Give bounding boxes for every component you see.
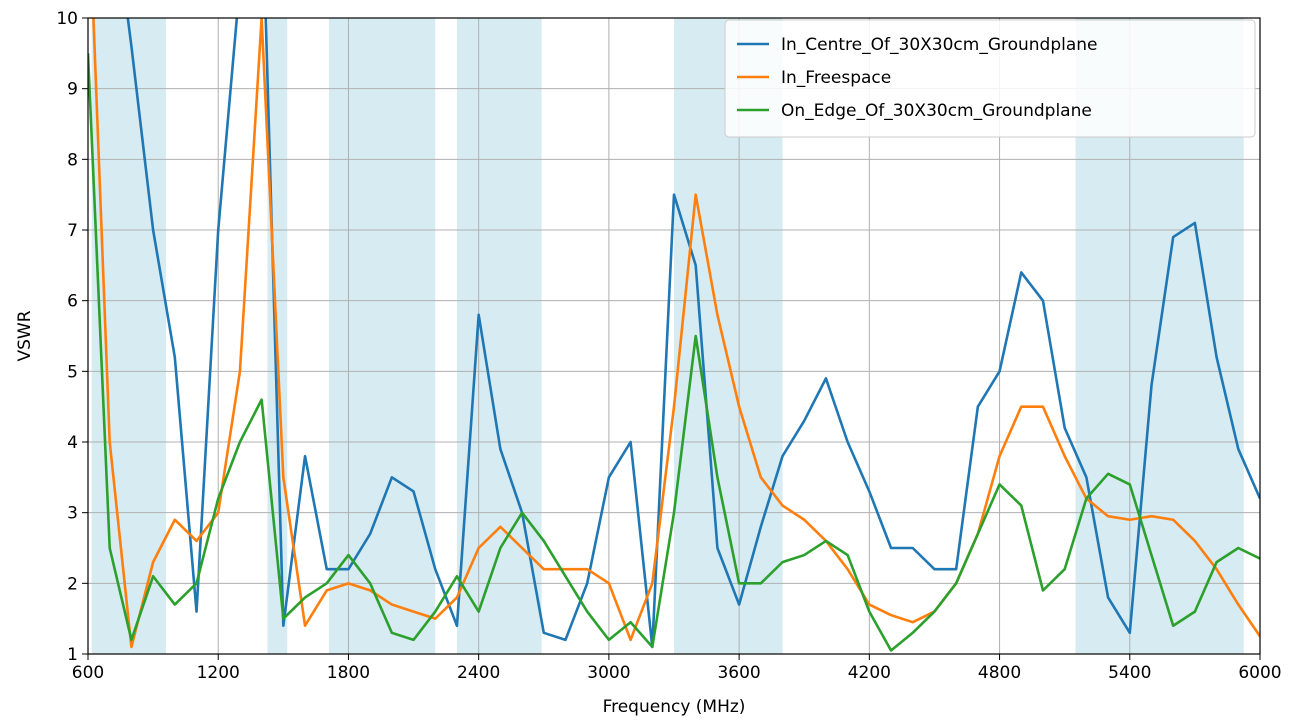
x-tick-label: 4800 <box>978 663 1021 683</box>
y-tick-label: 6 <box>67 292 78 312</box>
y-tick-label: 7 <box>67 221 78 241</box>
x-tick-label: 1200 <box>197 663 240 683</box>
series-line <box>92 18 1260 649</box>
x-tick-label: 4200 <box>848 663 891 683</box>
legend-label: In_Centre_Of_30X30cm_Groundplane <box>781 35 1098 55</box>
y-tick-label: 10 <box>56 9 78 29</box>
y-tick-label: 1 <box>67 645 78 665</box>
legend-label: In_Freespace <box>781 68 891 88</box>
x-tick-label: 5400 <box>1108 663 1151 683</box>
y-tick-label: 2 <box>67 574 78 594</box>
series-line <box>88 53 1260 652</box>
shaded-band <box>328 18 436 654</box>
shaded-band <box>456 18 542 654</box>
x-tick-label: 1800 <box>327 663 370 683</box>
y-tick-label: 4 <box>67 433 78 453</box>
x-tick-label: 600 <box>72 663 104 683</box>
y-tick-label: 5 <box>67 362 78 382</box>
shaded-band <box>91 18 167 654</box>
y-tick-label: 3 <box>67 504 78 524</box>
legend-box <box>724 19 1256 138</box>
lines <box>88 18 1260 652</box>
series-line <box>126 18 1260 649</box>
x-tick-label: 2400 <box>457 663 500 683</box>
y-tick-label: 8 <box>67 150 78 170</box>
legend-label: On_Edge_Of_30X30cm_Groundplane <box>781 101 1092 121</box>
plot-frame <box>87 17 1261 655</box>
x-axis-label: Frequency (MHz) <box>603 697 746 717</box>
x-tick-label: 3000 <box>587 663 630 683</box>
x-tick-label: 6000 <box>1238 663 1281 683</box>
legend: In_Centre_Of_30X30cm_Groundplane In_Frees… <box>724 19 1256 138</box>
x-tick-label: 3600 <box>717 663 760 683</box>
y-tick-label: 9 <box>67 80 78 100</box>
y-axis-label: VSWR <box>15 310 35 361</box>
